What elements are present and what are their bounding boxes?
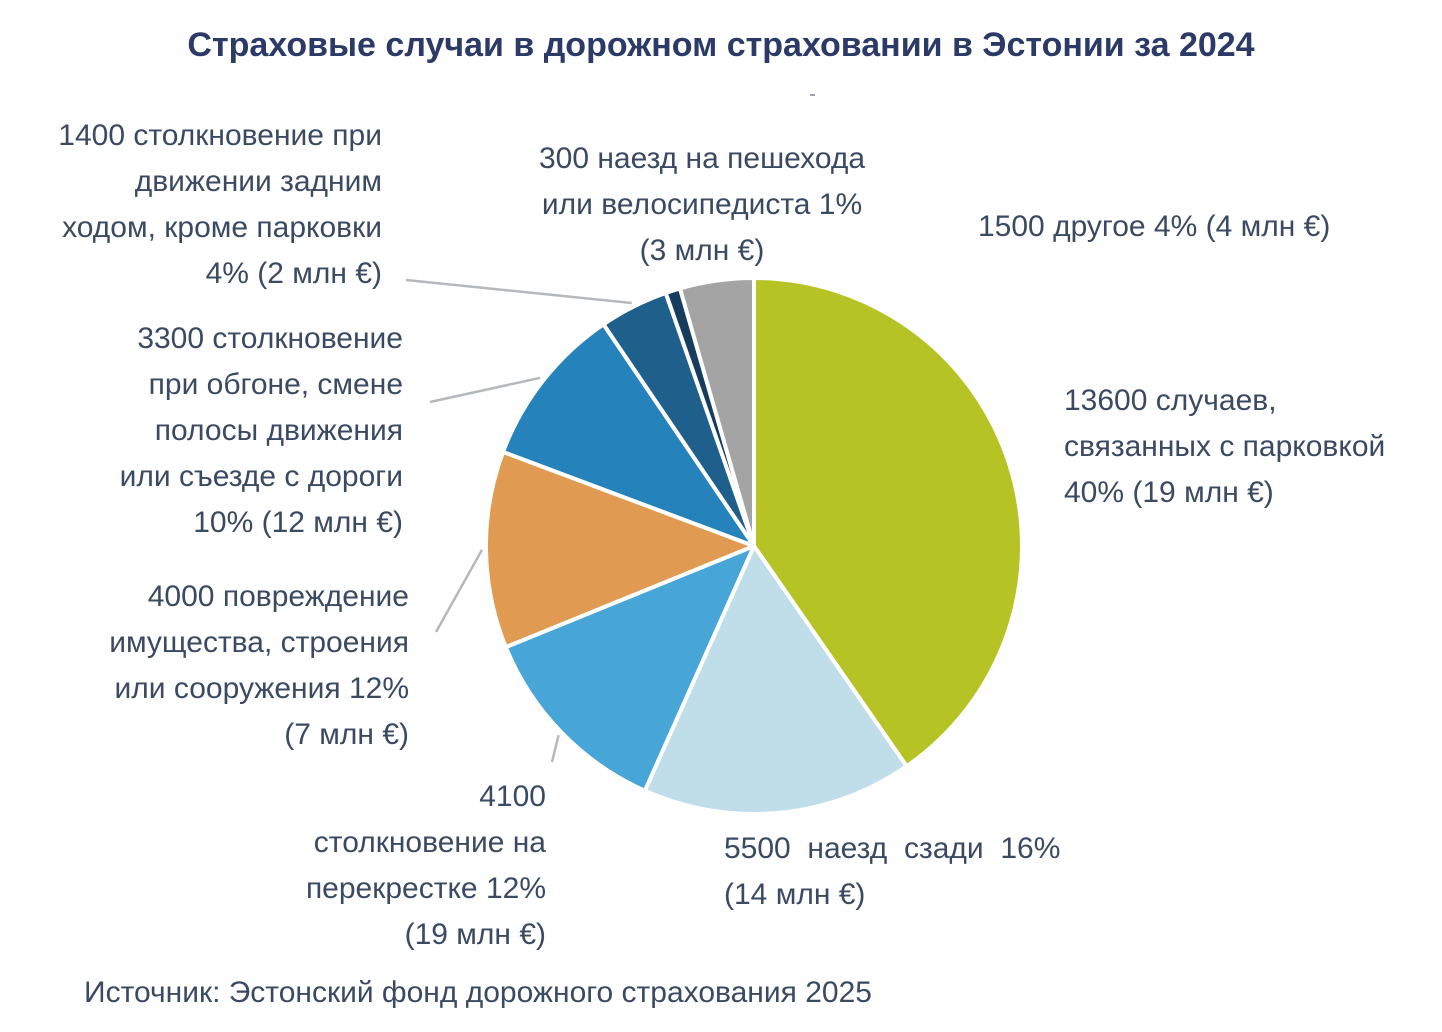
- slice-label-rear-end: 5500 наезд сзади 16% (14 млн €): [724, 826, 1060, 918]
- pie-slice: [752, 276, 1024, 769]
- pie-slice: [642, 544, 909, 816]
- slice-label-line: 3300 столкновение: [137, 322, 403, 355]
- slice-label-line: 13600 случаев,: [1064, 384, 1277, 417]
- slice-label-intersection: 4100 столкновение на перекрестке 12% (19…: [200, 774, 546, 958]
- slice-label-line: 4000 повреждение: [147, 580, 409, 613]
- slice-label-reversing: 1400 столкновение при движении задним хо…: [10, 113, 382, 297]
- slice-label-line: (7 млн €): [284, 718, 409, 751]
- slice-label-line: 4% (2 млн €): [205, 257, 382, 290]
- pie-slice: [484, 449, 756, 650]
- pie-slice: [503, 544, 756, 793]
- slice-label-line: или сооружения 12%: [114, 672, 409, 705]
- slice-label-overtaking: 3300 столкновение при обгоне, смене поло…: [20, 316, 403, 546]
- pie-slice: [678, 276, 756, 548]
- slice-label-line: 4100: [479, 780, 546, 813]
- slice-label-line: (3 млн €): [639, 234, 765, 267]
- pie-slice: [501, 322, 756, 548]
- slice-label-line: перекрестке 12%: [305, 872, 546, 905]
- source-note: Источник: Эстонский фонд дорожного страх…: [84, 976, 872, 1009]
- slice-label-line: или съезде с дороги: [119, 460, 403, 493]
- slice-label-line: 5500 наезд сзади 16%: [724, 832, 1061, 865]
- slice-label-line: 10% (12 млн €): [193, 506, 403, 539]
- slice-label-line: 300 наезд на пешехода: [538, 142, 866, 175]
- slice-label-pedestrian: 300 наезд на пешехода или велосипедиста …: [502, 136, 902, 274]
- leader-lines: [405, 278, 632, 763]
- slice-label-line: или велосипедиста 1%: [541, 188, 863, 221]
- slice-label-line: столкновение на: [313, 826, 546, 859]
- leader-line: [434, 549, 484, 633]
- leader-line: [405, 278, 632, 305]
- slice-label-property: 4000 повреждение имущества, строения или…: [20, 574, 409, 758]
- slice-label-line: (19 млн €): [404, 918, 546, 951]
- slice-label-other: 1500 другое 4% (4 млн €): [978, 204, 1330, 250]
- slice-label-line: (14 млн €): [724, 878, 866, 911]
- leader-line: [429, 376, 541, 404]
- chart-title: Страховые случаи в дорожном страховании …: [187, 26, 1255, 64]
- slice-label-line: 1500 другое 4% (4 млн €): [978, 210, 1331, 243]
- leader-line: [550, 734, 560, 763]
- slice-label-line: связанных с парковкой: [1064, 430, 1386, 463]
- pie-slices: [484, 276, 1024, 816]
- slice-label-line: 40% (19 млн €): [1064, 476, 1274, 509]
- slice-label-line: полосы движения: [154, 414, 403, 447]
- slice-label-line: имущества, строения: [109, 626, 409, 659]
- stray-dot: [810, 94, 815, 96]
- slice-label-parking: 13600 случаев, связанных с парковкой 40%…: [1064, 378, 1385, 516]
- slice-label-line: ходом, кроме парковки: [62, 211, 382, 244]
- slice-label-line: при обгоне, смене: [148, 368, 403, 401]
- slice-label-line: 1400 столкновение при: [58, 119, 382, 152]
- slice-label-line: движении задним: [134, 165, 382, 198]
